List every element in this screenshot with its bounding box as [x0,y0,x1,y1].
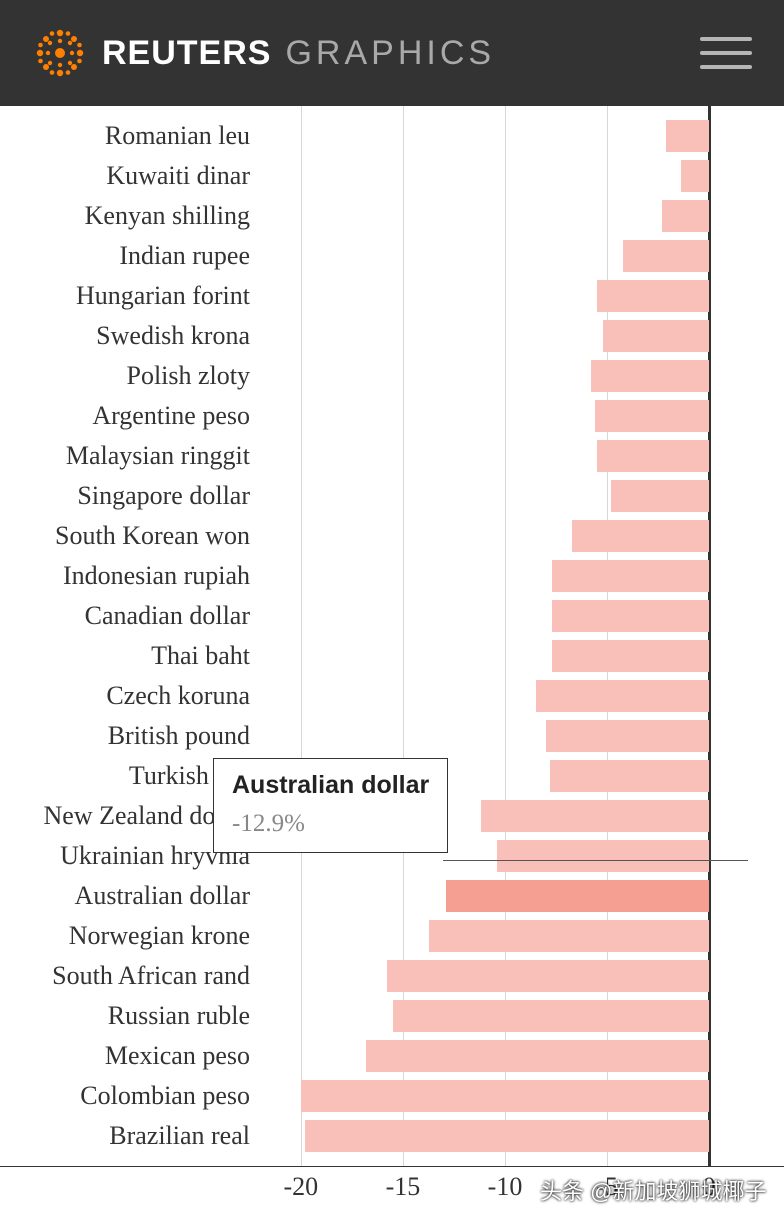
chart-tooltip: Australian dollar -12.9% [213,758,448,853]
currency-label: Czech koruna [0,676,256,716]
currency-label: Swedish krona [0,316,256,356]
gridline [301,106,302,1166]
tooltip-title: Australian dollar [232,771,429,800]
currency-label: Indian rupee [0,236,256,276]
currency-bar[interactable] [591,360,709,392]
x-axis-line [0,1166,784,1167]
currency-label: Brazilian real [0,1116,256,1156]
currency-label: South African rand [0,956,256,996]
currency-label: Romanian leu [0,116,256,156]
x-tick-label: -20 [283,1172,318,1202]
x-tick-label: -10 [488,1172,523,1202]
currency-label: Colombian peso [0,1076,256,1116]
currency-bar[interactable] [552,560,709,592]
currency-label: Argentine peso [0,396,256,436]
app-header: REUTERS GRAPHICS [0,0,784,106]
brand-primary: REUTERS [102,34,271,73]
currency-label: Mexican peso [0,1036,256,1076]
currency-bar[interactable] [597,280,709,312]
currency-change-chart: -20-15-10-50Romanian leuKuwaiti dinarKen… [0,106,784,1212]
currency-label: South Korean won [0,516,256,556]
x-tick-label: -15 [386,1172,421,1202]
currency-bar[interactable] [393,1000,709,1032]
tooltip-value: -12.9% [232,810,429,838]
currency-bar[interactable] [666,120,709,152]
reuters-logo-icon [32,25,88,81]
currency-bar[interactable] [603,320,709,352]
currency-label: Australian dollar [0,876,256,916]
currency-bar[interactable] [446,880,709,912]
brand: REUTERS GRAPHICS [32,25,495,81]
currency-bar[interactable] [681,160,710,192]
currency-label: Hungarian forint [0,276,256,316]
currency-label: British pound [0,716,256,756]
highlight-indicator-line [443,860,748,861]
currency-bar[interactable] [572,520,709,552]
currency-bar[interactable] [305,1120,709,1152]
currency-bar[interactable] [550,760,709,792]
currency-label: Kenyan shilling [0,196,256,236]
currency-label: Thai baht [0,636,256,676]
currency-bar[interactable] [662,200,709,232]
currency-bar[interactable] [552,600,709,632]
currency-bar[interactable] [546,720,709,752]
menu-icon[interactable] [700,37,752,69]
currency-bar[interactable] [611,480,709,512]
currency-label: Singapore dollar [0,476,256,516]
currency-label: Polish zloty [0,356,256,396]
currency-bar[interactable] [623,240,709,272]
currency-bar[interactable] [497,840,709,872]
watermark-text: 头条 @新加坡狮城椰子 [540,1174,766,1206]
currency-label: Canadian dollar [0,596,256,636]
currency-bar[interactable] [481,800,710,832]
currency-bar[interactable] [301,1080,709,1112]
currency-bar[interactable] [552,640,709,672]
currency-label: Malaysian ringgit [0,436,256,476]
brand-text: REUTERS GRAPHICS [102,34,495,73]
currency-bar[interactable] [387,960,710,992]
currency-label: Russian ruble [0,996,256,1036]
currency-label: Norwegian krone [0,916,256,956]
currency-bar[interactable] [597,440,709,472]
currency-bar[interactable] [366,1040,709,1072]
currency-bar[interactable] [595,400,709,432]
currency-label: Kuwaiti dinar [0,156,256,196]
brand-secondary: GRAPHICS [285,34,495,73]
currency-label: Indonesian rupiah [0,556,256,596]
currency-bar[interactable] [429,920,709,952]
currency-bar[interactable] [536,680,710,712]
